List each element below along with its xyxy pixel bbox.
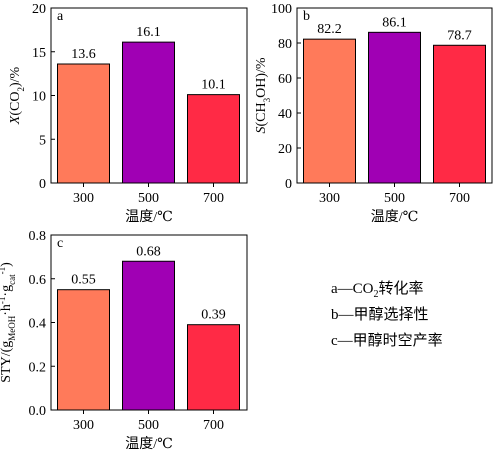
bar-c-700 — [187, 324, 240, 411]
y-tick-label-c-3: 0.6 — [29, 273, 47, 288]
y-tick-label-c-4: 0.8 — [29, 229, 47, 244]
x-tick-label-b-0: 300 — [319, 191, 340, 206]
y-tick-label-b-3: 60 — [278, 72, 292, 87]
panel-letter-c: c — [57, 236, 63, 251]
y-axis-label-c: STY/(gMeOH·h-1·gcat-1) — [0, 262, 17, 383]
x-tick-label-a-1: 500 — [138, 191, 159, 206]
x-axis-label-a: 温度/℃ — [125, 209, 173, 225]
x-tick-label-a-0: 300 — [73, 191, 94, 206]
plot-frame-a — [50, 7, 248, 184]
data-label-a-300: 13.6 — [71, 47, 96, 62]
y-tick-label-c-0: 0.0 — [29, 404, 47, 419]
y-tick-label-b-1: 20 — [278, 142, 292, 157]
x-tick-label-b-2: 700 — [449, 191, 470, 206]
bar-c-300 — [57, 289, 110, 411]
y-tick-label-a-1: 5 — [39, 133, 46, 148]
legend-item-a: a—CO2转化率 — [331, 281, 424, 300]
y-axis-label-a: X(CO2)/% — [8, 66, 26, 125]
y-tick-label-c-2: 0.4 — [29, 317, 47, 332]
y-tick-label-b-4: 80 — [278, 37, 292, 52]
x-tick-label-a-2: 700 — [203, 191, 224, 206]
y-tick-label-a-2: 10 — [32, 90, 46, 105]
y-axis-label-b: S(CH3OH)/% — [254, 57, 272, 133]
y-tick-label-c-1: 0.2 — [29, 360, 47, 375]
data-label-a-500: 16.1 — [136, 25, 161, 40]
bar-a-300 — [57, 63, 110, 184]
x-tick-label-c-1: 500 — [138, 418, 159, 433]
legend: a—CO2转化率 b—甲醇选择性 c—甲醇时空产率 — [331, 276, 491, 354]
bar-a-700 — [187, 94, 240, 184]
data-label-c-700: 0.39 — [201, 308, 226, 323]
y-tick-label-b-5: 100 — [271, 2, 292, 17]
data-label-c-500: 0.68 — [136, 244, 161, 259]
data-label-a-700: 10.1 — [201, 78, 226, 93]
legend-item-b: b—甲醇选择性 — [331, 307, 429, 323]
x-axis-label-c: 温度/℃ — [125, 436, 173, 452]
y-tick-label-a-3: 15 — [32, 46, 46, 61]
bar-b-500 — [368, 31, 421, 184]
bar-c-500 — [122, 260, 175, 411]
data-label-b-300: 82.2 — [317, 22, 342, 37]
bar-b-300 — [303, 38, 356, 184]
chart-panel-b: 82.2 300 86.1 500 78.7 700 0 20 40 60 80 100 b 温度/℃ S(… — [254, 2, 493, 225]
x-tick-label-c-0: 300 — [73, 418, 94, 433]
chart-panel-a: 13.6 300 16.1 500 10.1 700 0 5 10 15 20 a 温度/℃ X(CO2)… — [8, 2, 248, 225]
plot-frame-b — [296, 7, 493, 184]
y-tick-label-a-4: 20 — [32, 2, 46, 17]
panel-letter-a: a — [57, 9, 64, 24]
y-tick-label-b-2: 40 — [278, 107, 292, 122]
chart-panel-c: 0.55 300 0.68 500 0.39 700 0.0 0.2 0.4 0.6 0.8 c 温度/… — [0, 229, 248, 452]
y-tick-label-b-0: 0 — [285, 177, 292, 192]
plot-frame-c — [50, 234, 248, 411]
y-tick-label-a-0: 0 — [39, 177, 46, 192]
x-axis-label-b: 温度/℃ — [371, 209, 419, 225]
data-label-b-700: 78.7 — [447, 28, 472, 43]
data-label-b-500: 86.1 — [382, 15, 407, 30]
legend-item-c: c—甲醇时空产率 — [331, 333, 443, 349]
x-tick-label-c-2: 700 — [203, 418, 224, 433]
bar-a-500 — [122, 41, 175, 184]
panel-letter-b: b — [303, 9, 310, 24]
bar-b-700 — [433, 44, 486, 184]
data-label-c-300: 0.55 — [71, 273, 96, 288]
x-tick-label-b-1: 500 — [384, 191, 405, 206]
